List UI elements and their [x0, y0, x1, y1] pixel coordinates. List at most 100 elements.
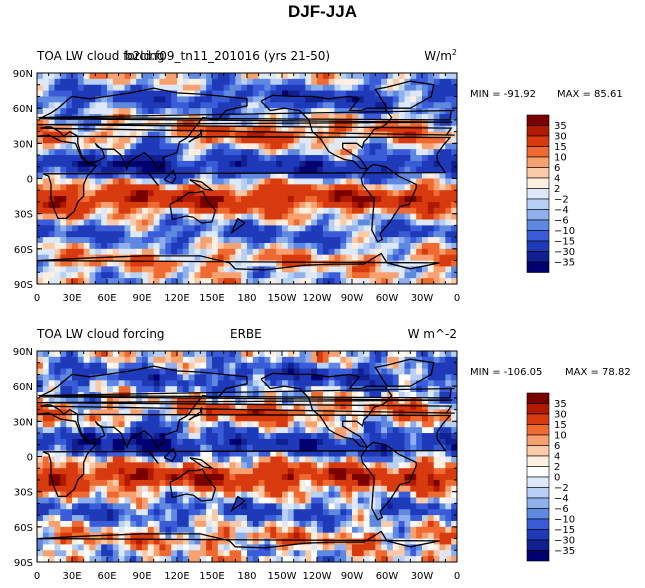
field-cell [165, 515, 172, 522]
field-cell [159, 242, 166, 250]
field-cell [37, 497, 44, 504]
field-cell [147, 526, 155, 534]
field-cell [206, 172, 213, 180]
field-cell [177, 143, 184, 150]
field-cell [311, 166, 318, 174]
field-cell [317, 149, 324, 156]
field-cell [223, 184, 231, 191]
field-cell [328, 450, 336, 458]
field-cell [54, 374, 61, 381]
field-cell [387, 237, 394, 244]
field-cell [451, 509, 457, 516]
field-cell [252, 96, 260, 103]
field-cell [171, 520, 178, 528]
field-cell [60, 84, 67, 92]
field-cell [258, 201, 266, 209]
field-cell [433, 266, 441, 273]
field-cell [177, 201, 184, 209]
field-cell [130, 485, 137, 493]
field-cell [83, 166, 91, 174]
field-cell [66, 433, 73, 440]
field-cell [287, 444, 295, 452]
field-cell [212, 374, 219, 381]
field-cell [322, 485, 330, 493]
field-cell [270, 468, 277, 475]
field-cell [48, 526, 56, 534]
field-cell [182, 260, 190, 268]
field-cell [194, 78, 201, 86]
field-cell [235, 248, 242, 256]
field-cell [282, 509, 289, 516]
field-cell [165, 78, 172, 86]
field-cell [328, 415, 336, 422]
field-cell [188, 242, 196, 250]
field-cell [241, 491, 248, 499]
field-cell [165, 96, 172, 103]
field-cell [223, 520, 231, 528]
field-cell [270, 485, 277, 493]
field-cell [398, 231, 406, 238]
field-cell [363, 102, 371, 109]
field-cell [398, 368, 406, 376]
field-cell [346, 143, 353, 150]
field-cell [375, 114, 382, 121]
field-cell [311, 474, 318, 481]
field-cell [107, 351, 114, 358]
field-cell [264, 491, 271, 499]
legend-swatch [526, 146, 550, 158]
field-cell [404, 231, 411, 238]
field-cell [340, 479, 347, 487]
field-cell [404, 90, 411, 98]
field-cell [346, 155, 353, 162]
field-cell [212, 468, 219, 475]
field-cell [165, 433, 172, 440]
field-cell [37, 166, 44, 174]
field-cell [130, 438, 137, 446]
field-cell [299, 351, 306, 358]
field-cell [107, 131, 114, 139]
field-cell [60, 184, 67, 191]
field-cell [54, 78, 61, 86]
field-cell [375, 456, 382, 463]
field-cell [60, 254, 67, 262]
field-cell [427, 415, 435, 422]
field-cell [147, 108, 155, 115]
field-cell [42, 84, 50, 92]
legend-label: 35 [554, 121, 567, 132]
field-cell [194, 356, 201, 364]
field-cell [159, 201, 166, 209]
field-cell [95, 184, 102, 191]
field-cell [235, 166, 242, 174]
field-cell [404, 509, 411, 516]
field-cell [206, 386, 213, 393]
field-cell [264, 225, 271, 232]
field-cell [427, 474, 435, 481]
field-cell [101, 351, 108, 358]
field-cell [381, 90, 388, 98]
field-cell [387, 403, 394, 411]
field-cell [206, 515, 213, 522]
field-cell [387, 351, 394, 358]
field-cell [445, 444, 452, 452]
field-cell [77, 362, 85, 370]
field-cell [159, 380, 166, 387]
field-cell [387, 438, 394, 446]
panel-units-label: W/m2 [424, 48, 457, 63]
field-cell [171, 421, 178, 428]
field-cell [451, 119, 457, 127]
field-cell [427, 225, 435, 232]
field-cell [416, 196, 423, 203]
field-cell [317, 96, 324, 103]
field-cell [299, 368, 306, 376]
field-cell [311, 137, 318, 144]
field-cell [293, 409, 301, 417]
field-cell [112, 78, 120, 86]
field-cell [276, 351, 283, 358]
field-cell [375, 102, 382, 109]
field-cell [37, 119, 44, 127]
field-cell [252, 392, 260, 399]
field-cell [229, 231, 236, 238]
field-cell [37, 520, 44, 528]
field-cell [142, 468, 149, 475]
field-cell [136, 474, 143, 481]
